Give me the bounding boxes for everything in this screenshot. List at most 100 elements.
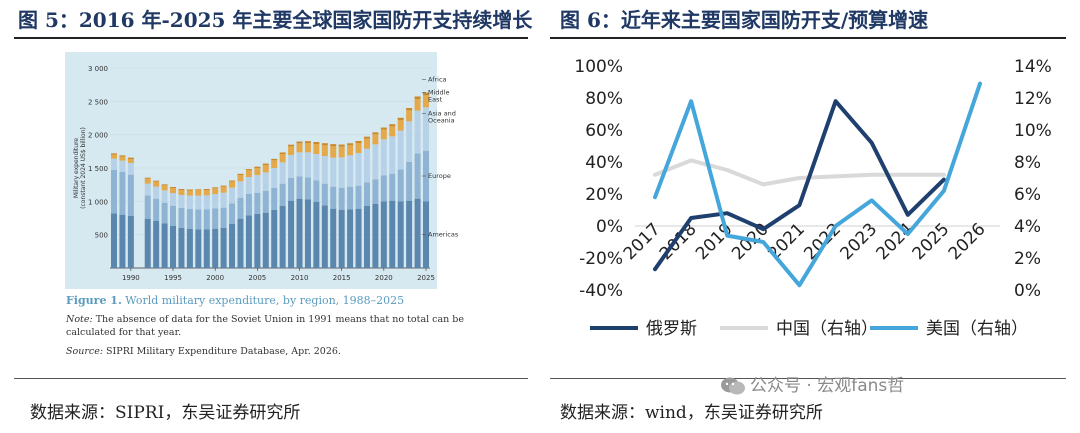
bar-europe-2016 [347, 186, 354, 210]
bar-europe-2011 [304, 177, 311, 200]
right-chart-left-tick: 80% [585, 89, 623, 109]
bar-africa-1989 [119, 155, 126, 157]
bar-europe-2005 [254, 192, 261, 214]
bar-europe-2008 [279, 183, 286, 206]
bar-middle-east-2001 [220, 186, 227, 193]
bar-americas-2010 [296, 198, 303, 268]
bar-americas-2022 [397, 201, 404, 268]
bar-africa-2024 [414, 96, 421, 99]
left-panel-title: 图 5：2016 年-2025 年主要全球国家国防开支持续增长 [18, 8, 533, 32]
bar-africa-2005 [254, 166, 261, 168]
bar-middle-east-1995 [170, 188, 177, 193]
bar-africa-2008 [279, 152, 286, 154]
bar-middle-east-2025 [423, 95, 429, 108]
left-xtick-label: 2005 [248, 274, 266, 282]
bar-middle-east-2018 [363, 138, 370, 149]
right-title-rule [550, 37, 1066, 39]
bar-africa-1996 [178, 189, 185, 190]
right-chart-right-tick: 8% [1014, 153, 1041, 173]
bar-middle-east-2023 [406, 110, 413, 122]
bar-africa-2002 [229, 180, 236, 182]
bar-americas-2023 [406, 200, 413, 268]
bar-middle-east-2013 [321, 145, 328, 156]
bar-europe-1999 [203, 209, 210, 230]
left-bottom-rule [14, 378, 528, 379]
bar-americas-2001 [220, 228, 227, 268]
bar-middle-east-2000 [212, 188, 219, 194]
line-series-usa [653, 81, 982, 288]
bar-africa-1992 [144, 177, 151, 179]
left-title-rule [14, 37, 528, 39]
right-panel-title: 图 6：近年来主要国家国防开支/预算增速 [560, 8, 929, 32]
bar-africa-2023 [406, 108, 413, 111]
right-chart-right-tick: 4% [1014, 217, 1041, 237]
legend-label-russia: 俄罗斯 [646, 319, 697, 339]
bar-middle-east-2016 [347, 145, 354, 156]
left-legend-label: Africa [428, 76, 447, 84]
bar-americas-1999 [203, 229, 210, 268]
bar-europe-1993 [153, 198, 160, 221]
bar-africa-2012 [313, 142, 320, 144]
bar-americas-2000 [212, 228, 219, 268]
bar-asia-and-oceania-2016 [347, 155, 354, 187]
bar-europe-2004 [245, 194, 252, 216]
bar-americas-2018 [363, 206, 370, 268]
bar-europe-2019 [372, 179, 379, 204]
bar-europe-1995 [170, 205, 177, 226]
right-chart-left-tick: -40% [579, 281, 623, 301]
bar-asia-and-oceania-1998 [195, 195, 202, 210]
right-chart-left-tick: 0% [596, 217, 623, 237]
bar-asia-and-oceania-2017 [355, 153, 362, 186]
bar-middle-east-1993 [153, 181, 160, 187]
bar-europe-2024 [414, 153, 421, 199]
bar-europe-2018 [363, 182, 370, 206]
bar-africa-2000 [212, 187, 219, 189]
line-series-china [653, 158, 946, 187]
right-chart-right-tick: 14% [1014, 57, 1052, 77]
bar-europe-2013 [321, 183, 328, 206]
bar-americas-2014 [330, 208, 337, 268]
bar-asia-and-oceania-1993 [153, 186, 160, 199]
bar-americas-2017 [355, 208, 362, 268]
bar-middle-east-2009 [288, 146, 295, 155]
bar-africa-1993 [153, 180, 160, 182]
bar-asia-and-oceania-2003 [237, 181, 244, 198]
bar-middle-east-2002 [229, 181, 236, 188]
watermark: 公众号 · 宏观fans哲 [720, 371, 904, 396]
bar-europe-2001 [220, 207, 227, 228]
left-legend-label: Americas [428, 231, 459, 239]
bar-americas-1994 [161, 223, 168, 268]
bar-asia-and-oceania-1989 [119, 160, 126, 172]
left-xtick-label: 1995 [164, 274, 182, 282]
bar-middle-east-2012 [313, 144, 320, 154]
right-chart-left-tick: 100% [574, 57, 623, 77]
bar-africa-2009 [288, 144, 295, 147]
bar-americas-2015 [338, 210, 345, 268]
bar-middle-east-2021 [389, 126, 396, 137]
left-legend-label: Middle [428, 88, 449, 96]
bar-africa-2016 [347, 143, 354, 146]
bar-middle-east-1996 [178, 190, 185, 195]
right-chart-left-tick: 20% [585, 185, 623, 205]
bar-asia-and-oceania-2001 [220, 192, 227, 208]
left-xtick-label: 2000 [206, 274, 224, 282]
left-xtick-label: 2010 [291, 274, 309, 282]
right-chart-right-tick: 12% [1014, 89, 1052, 109]
bar-africa-2022 [397, 117, 404, 120]
bar-americas-2020 [380, 201, 387, 268]
bar-americas-2013 [321, 205, 328, 268]
bar-africa-2011 [304, 141, 311, 143]
bar-asia-and-oceania-2013 [321, 156, 328, 184]
left-ytick-label: 2 000 [88, 132, 108, 140]
bar-americas-2009 [288, 200, 295, 268]
bar-europe-2010 [296, 176, 303, 199]
wechat-icon [721, 377, 745, 395]
right-chart-right-tick: 0% [1014, 281, 1041, 301]
bar-americas-2007 [271, 210, 278, 268]
bar-asia-and-oceania-1997 [186, 195, 193, 209]
right-chart-right-tick: 2% [1014, 249, 1041, 269]
figure-note-text: The absence of data for the Soviet Union… [66, 314, 464, 338]
left-ytick-label: 1 000 [88, 198, 108, 206]
bar-americas-2004 [245, 215, 252, 268]
bar-africa-1990 [127, 157, 134, 159]
